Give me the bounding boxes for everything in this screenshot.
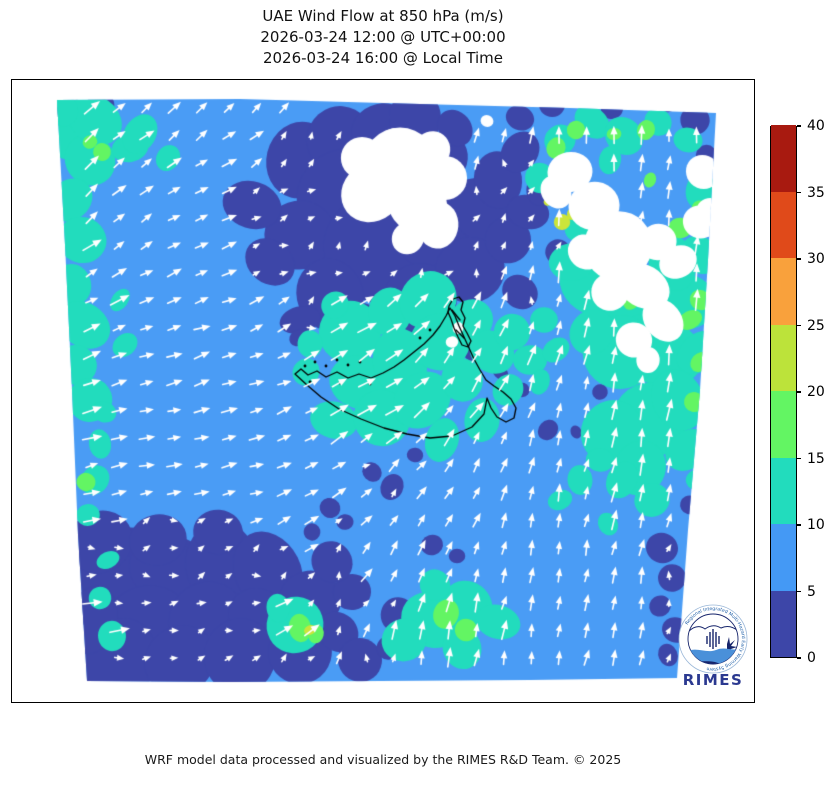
colorbar-tick-label: 5 (807, 583, 816, 600)
colorbar-body (770, 124, 797, 658)
colorbar-tick-label: 0 (807, 650, 816, 666)
figure-title-block: UAE Wind Flow at 850 hPa (m/s) 2026-03-2… (0, 6, 766, 69)
rimes-logo: Regional Integrated Multi-Hazard Early W… (672, 602, 756, 698)
colorbar-tick-label: 10 (807, 517, 825, 533)
colorbar-segment (771, 457, 796, 524)
colorbar-tick-mark (797, 258, 801, 260)
colorbar-tick-label: 20 (807, 384, 825, 400)
colorbar: 0 5 10 15 20 25 30 35 40 (770, 119, 825, 665)
rimes-logo-name: RIMES (683, 671, 744, 689)
colorbar-tick-label: 40 (807, 118, 825, 134)
logo-artwork (688, 625, 738, 664)
colorbar-segment (771, 523, 796, 591)
colorbar-segment (771, 590, 796, 657)
colorbar-tick-mark (797, 590, 801, 593)
colorbar-segment (771, 191, 796, 258)
title-line-variable: UAE Wind Flow at 850 hPa (m/s) (262, 7, 504, 25)
colorbar-tick-mark (797, 125, 801, 127)
colorbar-tick-label: 15 (807, 450, 825, 467)
title-line-local-time: 2026-03-24 16:00 @ Local Time (262, 49, 504, 67)
footer-credit: WRF model data processed and visualized … (144, 752, 622, 767)
colorbar-segment (771, 257, 796, 325)
colorbar-tick-mark (797, 391, 801, 393)
colorbar-tick-mark (797, 191, 801, 194)
colorbar-tick-mark (797, 524, 801, 526)
title-line-utc-time: 2026-03-24 12:00 @ UTC+00:00 (260, 28, 506, 46)
colorbar-tick-mark (797, 657, 801, 659)
colorbar-segment (771, 124, 796, 192)
colorbar-segment (771, 390, 796, 458)
colorbar-tick-label: 30 (807, 251, 825, 267)
colorbar-segment (771, 324, 796, 391)
colorbar-tick-mark (797, 457, 801, 460)
colorbar-tick-label: 25 (807, 317, 825, 334)
colorbar-tick-label: 35 (807, 184, 825, 201)
colorbar-tick-mark (797, 324, 801, 327)
